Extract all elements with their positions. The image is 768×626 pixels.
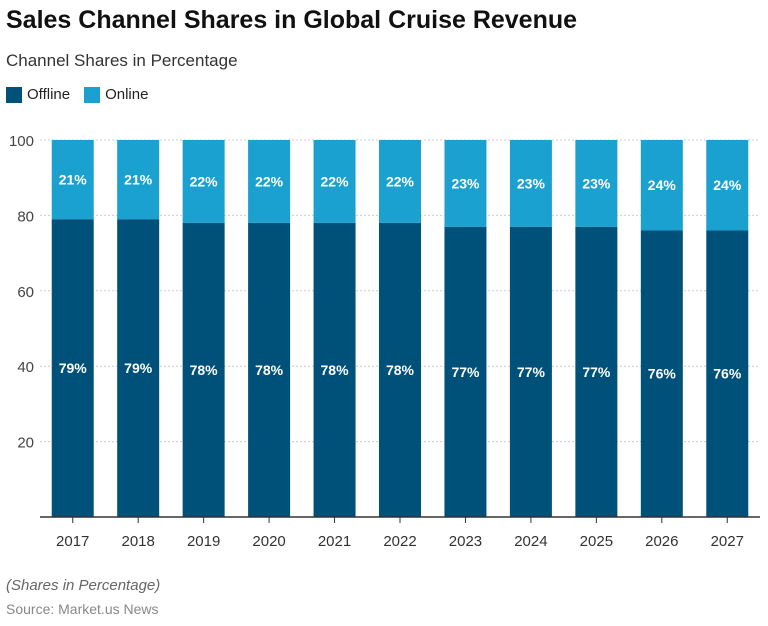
legend: Offline Online xyxy=(6,86,148,103)
data-label: 21% xyxy=(124,172,153,188)
legend-swatch-offline xyxy=(6,86,22,103)
bar-offline xyxy=(248,222,291,517)
chart-subtitle: Channel Shares in Percentage xyxy=(6,51,238,70)
data-label: 77% xyxy=(451,364,480,380)
x-tick-label: 2020 xyxy=(252,533,285,550)
legend-label-offline: Offline xyxy=(27,86,71,103)
bar-offline xyxy=(640,230,683,518)
data-label: 24% xyxy=(713,177,742,193)
data-label: 76% xyxy=(648,366,677,382)
data-label: 77% xyxy=(517,364,546,380)
bar-online xyxy=(182,140,225,223)
data-label: 23% xyxy=(582,175,611,191)
y-tick-label: 60 xyxy=(17,284,34,301)
legend-item-offline: Offline xyxy=(6,86,70,103)
chart-note: (Shares in Percentage) xyxy=(6,577,161,594)
x-tick-label: 2018 xyxy=(121,533,154,550)
bar-offline xyxy=(379,222,421,517)
bar-online xyxy=(640,140,683,231)
chart-title: Sales Channel Shares in Global Cruise Re… xyxy=(6,6,578,34)
bar-offline xyxy=(313,222,356,517)
bar-offline xyxy=(117,219,160,518)
legend-label-online: Online xyxy=(105,86,149,103)
x-tick-label: 2021 xyxy=(318,533,351,550)
legend-swatch-online xyxy=(84,86,101,103)
bar-offline xyxy=(182,222,225,517)
bar-online xyxy=(509,140,552,227)
x-tick-label: 2027 xyxy=(711,533,744,550)
bar-offline xyxy=(509,226,552,517)
y-tick-label: 20 xyxy=(17,435,34,452)
data-label: 23% xyxy=(451,175,480,191)
x-tick-label: 2023 xyxy=(449,533,482,550)
bar-online xyxy=(313,140,356,223)
data-label: 78% xyxy=(321,362,350,378)
x-tick-label: 2024 xyxy=(514,533,547,550)
x-tick-label: 2019 xyxy=(187,533,220,550)
data-label: 22% xyxy=(255,173,284,189)
data-label: 21% xyxy=(59,172,88,188)
y-tick-label: 80 xyxy=(17,208,34,225)
bar-offline xyxy=(706,230,749,518)
x-tick-label: 2022 xyxy=(383,533,416,550)
x-tick-label: 2025 xyxy=(580,533,613,550)
data-label: 22% xyxy=(321,173,350,189)
data-label: 78% xyxy=(190,362,219,378)
bar-online xyxy=(444,140,487,227)
data-label: 23% xyxy=(517,175,546,191)
data-label: 79% xyxy=(124,360,153,376)
data-label: 78% xyxy=(255,362,284,378)
bar-offline xyxy=(575,226,618,517)
data-label: 78% xyxy=(386,362,415,378)
data-label: 77% xyxy=(582,364,611,380)
bar-offline xyxy=(51,219,94,518)
bar-online xyxy=(117,140,160,220)
chart-source: Source: Market.us News xyxy=(6,601,159,617)
data-label: 24% xyxy=(648,177,677,193)
bar-online xyxy=(248,140,291,223)
data-label: 76% xyxy=(713,366,742,382)
y-tick-label: 40 xyxy=(17,359,34,376)
x-tick-label: 2017 xyxy=(56,533,89,550)
data-label: 22% xyxy=(190,173,219,189)
y-tick-label: 100 xyxy=(9,133,34,150)
data-label: 79% xyxy=(59,360,88,376)
bar-offline xyxy=(444,226,487,517)
bar-online xyxy=(51,140,94,220)
legend-item-online: Online xyxy=(84,86,148,103)
data-label: 22% xyxy=(386,173,415,189)
bar-online xyxy=(575,140,618,227)
x-tick-label: 2026 xyxy=(645,533,678,550)
bar-online xyxy=(706,140,749,231)
bar-online xyxy=(379,140,421,223)
